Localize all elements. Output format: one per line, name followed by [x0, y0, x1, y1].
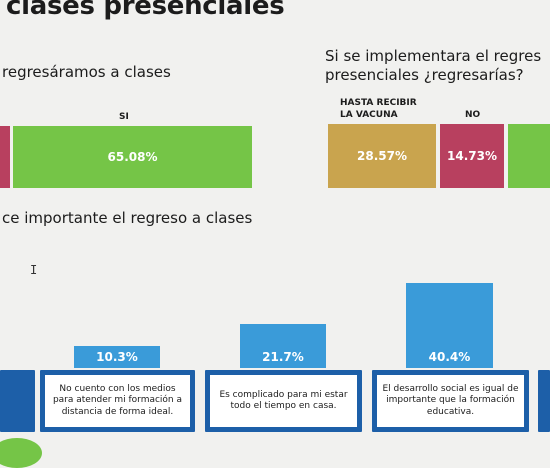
bar-1-value: 10.3%	[96, 350, 138, 364]
no-bar: 14.73%	[440, 124, 504, 188]
bar-3-value: 40.4%	[428, 350, 471, 364]
card-2: Es complicado para mi estar todo el tiem…	[205, 370, 362, 432]
hasta-label-line1: HASTA RECIBIR	[340, 98, 417, 108]
decorative-circle	[0, 438, 42, 468]
right-chart-question-line2: presenciales ¿regresarías?	[325, 66, 524, 84]
card-edge-left	[0, 370, 35, 432]
left-red-bar-edge	[0, 126, 10, 188]
card-1: No cuento con los medios para atender mi…	[40, 370, 195, 432]
bar-2: 21.7%	[240, 324, 326, 368]
card-1-text: No cuento con los medios para atender mi…	[45, 375, 190, 427]
left-chart-question: regresáramos a clases	[2, 63, 171, 81]
bar-2-value: 21.7%	[262, 350, 304, 364]
card-3-text: El desarrollo social es igual de importa…	[377, 375, 524, 427]
no-value: 14.73%	[447, 149, 497, 163]
si-label: SI	[119, 112, 129, 122]
no-label: NO	[465, 110, 481, 120]
card-edge-right	[538, 370, 550, 432]
hasta-bar: 28.57%	[328, 124, 436, 188]
hasta-label-line2: LA VACUNA	[340, 110, 398, 120]
right-green-bar-edge	[508, 124, 550, 188]
card-2-text: Es complicado para mi estar todo el tiem…	[210, 375, 357, 427]
si-value: 65.08%	[107, 150, 158, 164]
text-cursor-icon: I	[30, 263, 38, 277]
bottom-chart-question: ce importante el regreso a clases	[2, 209, 253, 227]
bar-3: 40.4%	[406, 283, 493, 368]
bar-1: 10.3%	[74, 346, 160, 368]
si-bar: 65.08%	[13, 126, 252, 188]
card-3: El desarrollo social es igual de importa…	[372, 370, 529, 432]
right-chart-question-line1: Si se implementara el regres	[325, 47, 542, 65]
hasta-value: 28.57%	[357, 149, 407, 163]
page-title: clases presenciales	[6, 0, 285, 21]
